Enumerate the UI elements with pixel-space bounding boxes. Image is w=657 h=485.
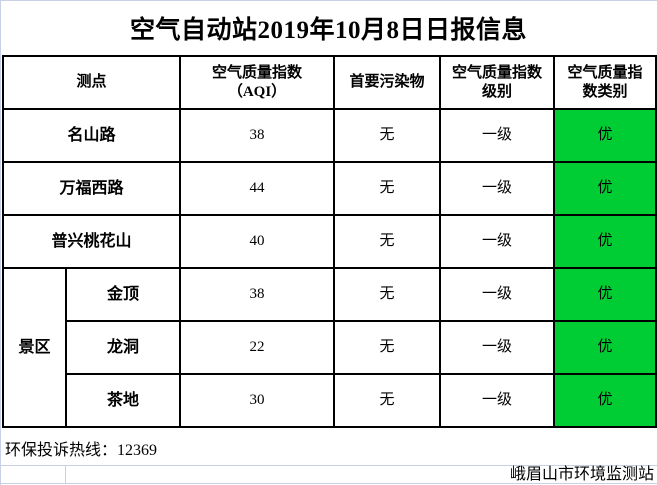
header-aqi: 空气质量指数 （AQI） [179, 55, 336, 110]
level-cell: 一级 [439, 267, 556, 322]
category-cell: 优 [553, 320, 657, 375]
category-cell: 优 [553, 108, 657, 163]
aqi-cell: 30 [179, 373, 336, 428]
table-row: 万福西路 44 无 一级 优 [1, 161, 657, 216]
agency-name: 峨眉山市环境监测站 [509, 466, 654, 483]
site-cell: 金顶 [64, 267, 182, 322]
pollutant-cell: 无 [333, 373, 442, 428]
table-row: 景区 金顶 38 无 一级 优 [2, 267, 657, 428]
category-cell: 优 [553, 267, 657, 322]
pollutant-cell: 无 [333, 108, 442, 163]
pollutant-cell: 无 [333, 320, 442, 375]
site-cell: 名山路 [1, 108, 182, 163]
category-cell: 优 [553, 161, 657, 216]
table-row: 龙洞 22 无 一级 优 [3, 320, 657, 375]
pollutant-cell: 无 [333, 214, 442, 269]
sheet-gridline-top [0, 0, 657, 1]
table-header-row: 测点 空气质量指数 （AQI） 首要污染物 空气质量指数 级别 空气质量指 数类… [1, 55, 657, 110]
header-category: 空气质量指 数类别 [553, 55, 657, 110]
aqi-cell: 38 [179, 108, 336, 163]
table-row: 普兴桃花山 40 无 一级 优 [1, 214, 657, 269]
level-cell: 一级 [439, 373, 556, 428]
group-cell: 景区 [2, 267, 67, 428]
aqi-cell: 22 [179, 320, 336, 375]
pollutant-cell: 无 [333, 267, 442, 322]
sheet-gridline-left [0, 0, 1, 485]
category-cell: 优 [553, 214, 657, 269]
pollutant-cell: 无 [333, 161, 442, 216]
header-level: 空气质量指数 级别 [439, 55, 556, 110]
aqi-report-table: 测点 空气质量指数 （AQI） 首要污染物 空气质量指数 级别 空气质量指 数类… [1, 55, 657, 428]
hotline-text: 环保投诉热线：12369 [5, 442, 158, 459]
table-row: 名山路 38 无 一级 优 [1, 108, 657, 163]
report-title: 空气自动站2019年10月8日日报信息 [129, 17, 527, 44]
site-cell: 龙洞 [64, 320, 182, 375]
aqi-cell: 38 [179, 267, 336, 322]
site-cell: 茶地 [64, 373, 182, 428]
aqi-cell: 40 [179, 214, 336, 269]
level-cell: 一级 [439, 214, 556, 269]
header-site: 测点 [1, 55, 182, 110]
table-row: 茶地 30 无 一级 优 [3, 373, 657, 428]
sheet-gridline-split [65, 466, 66, 483]
level-cell: 一级 [439, 161, 556, 216]
level-cell: 一级 [439, 108, 556, 163]
bottom-sheet-row: 峨眉山市环境监测站 [0, 465, 657, 484]
aqi-cell: 44 [179, 161, 336, 216]
header-pollutant: 首要污染物 [333, 55, 442, 110]
site-cell: 万福西路 [1, 161, 182, 216]
site-cell: 普兴桃花山 [1, 214, 182, 269]
level-cell: 一级 [439, 320, 556, 375]
category-cell: 优 [553, 373, 657, 428]
